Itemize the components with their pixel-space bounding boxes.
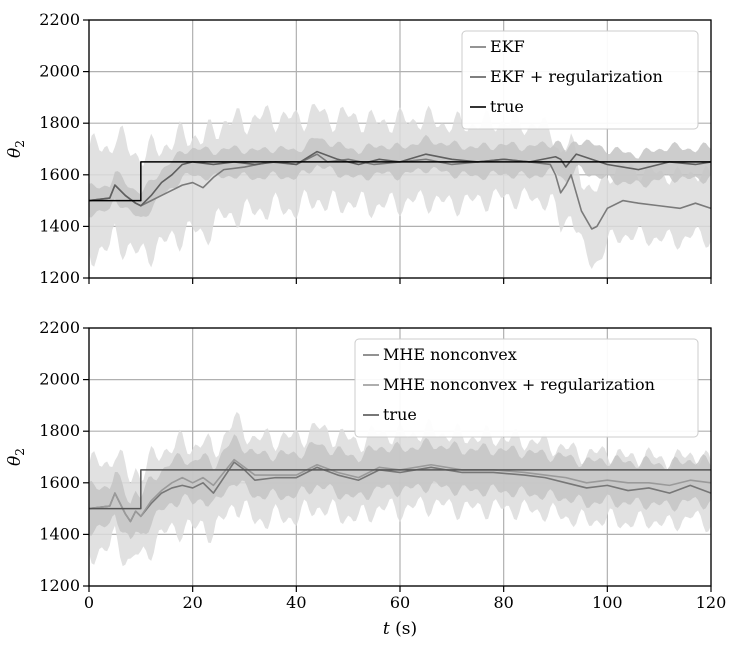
legend-entry: true [383,405,417,424]
top-panel: 1200 1400 1600 1800 2000 2200 θ2 EKF EKF + regul… [5,10,712,287]
y-tick-label: 1600 [39,473,80,492]
y-tick-label: 1400 [39,524,80,543]
uncertainty-band [89,434,711,540]
series-line-true [89,469,711,510]
x-tick-label: 0 [84,593,94,612]
y-tick-label: 2200 [39,10,80,29]
legend: EKF EKF + regularization true [461,30,699,130]
legend-entry: EKF [490,37,525,56]
x-tick-label: 100 [592,593,623,612]
x-tick-label: 120 [696,593,727,612]
y-tick-label: 2200 [39,318,80,337]
y-axis-label: θ2 [5,448,27,466]
series-line-true [89,161,711,202]
y-tick-label: 1400 [39,216,80,235]
y-tick-label: 2000 [39,62,80,81]
series-line-ekf [88,153,712,230]
x-axis-label: t (s) [383,619,417,639]
y-tick-label: 1800 [39,113,80,132]
y-tick-label: 1800 [39,421,80,440]
y-tick-label: 2000 [39,370,80,389]
legend-entry: MHE nonconvex [383,345,517,364]
legend-entry: true [490,97,524,116]
legend-entry: EKF + regularization [490,67,663,86]
legend-entry: MHE nonconvex + regularization [383,375,655,394]
x-tick-label: 80 [493,593,513,612]
series-line-ekf-regularization [88,150,712,207]
uncertainty-band [89,134,711,218]
x-tick-label: 20 [182,593,202,612]
legend: MHE nonconvex MHE nonconvex + regularizat… [354,338,699,438]
y-tick-label: 1600 [39,165,80,184]
series-line-mhe-nonconvex-regularization [88,458,712,523]
y-tick-label: 1200 [39,268,80,287]
uncertainty-band [89,103,711,269]
x-tick-label: 60 [390,593,410,612]
bottom-panel: 0 20 40 60 80 100 120 1200 1400 1600 1800 2000 2200 θ… [5,318,726,639]
y-axis-label: θ2 [5,140,27,158]
x-tick-label: 40 [286,593,306,612]
y-tick-label: 1200 [39,576,80,595]
